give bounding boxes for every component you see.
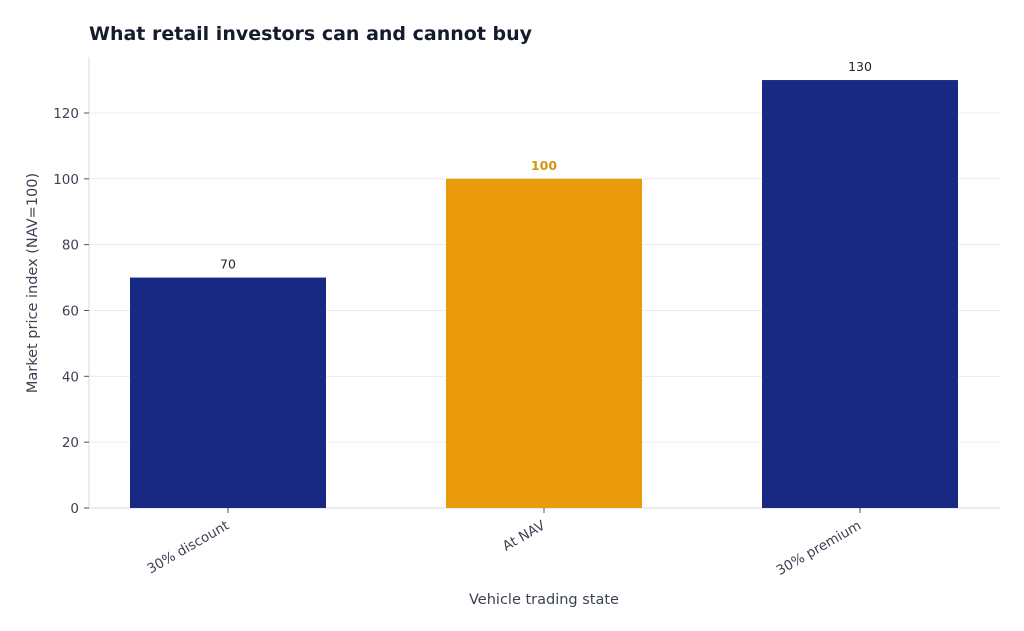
bars: 70 100 130 — [130, 59, 958, 508]
bar-30-discount — [130, 277, 326, 508]
y-axis-ticks: 0 20 40 60 80 100 120 — [53, 106, 89, 517]
bar-at-nav — [446, 178, 642, 508]
y-tick-label: 0 — [70, 501, 79, 517]
y-axis-label: Market price index (NAV=100) — [25, 173, 41, 393]
data-label: 130 — [848, 59, 872, 74]
x-tick-label: At NAV — [500, 517, 549, 554]
y-tick-label: 120 — [53, 106, 79, 122]
x-axis-label: Vehicle trading state — [469, 592, 619, 608]
chart-title: What retail investors can and cannot buy — [89, 23, 533, 45]
y-tick-label: 100 — [53, 172, 79, 188]
y-tick-label: 60 — [62, 303, 79, 319]
data-label: 70 — [220, 257, 236, 272]
bar-30-premium — [762, 80, 958, 508]
y-tick-label: 20 — [62, 435, 79, 451]
data-label: 100 — [531, 158, 557, 173]
y-tick-label: 40 — [62, 369, 79, 385]
x-tick-label: 30% premium — [774, 518, 864, 579]
x-axis-ticks: 30% discount At NAV 30% premium — [145, 508, 864, 579]
y-tick-label: 80 — [62, 238, 79, 254]
x-tick-label: 30% discount — [145, 518, 232, 578]
